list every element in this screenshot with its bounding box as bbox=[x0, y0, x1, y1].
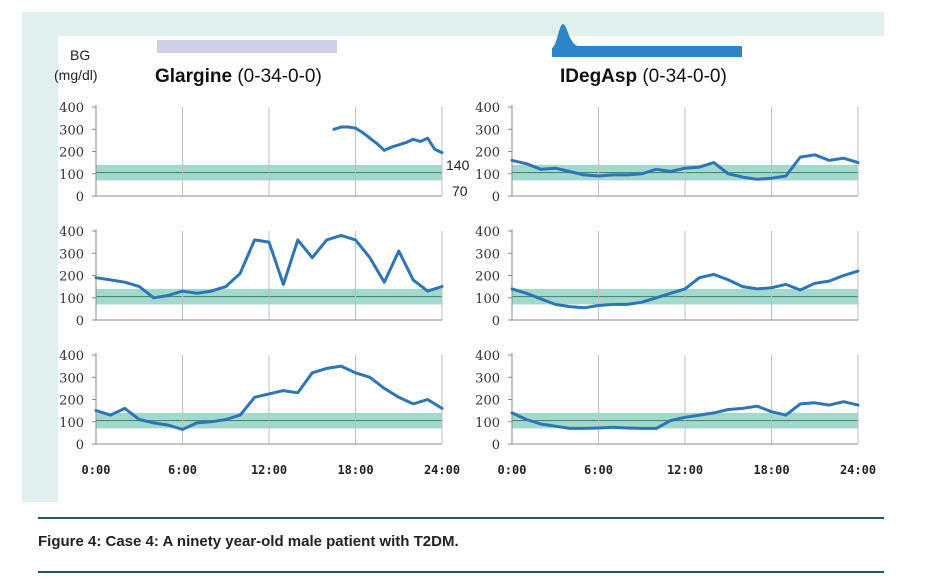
bg-series-line bbox=[510, 153, 860, 181]
charts-group: 0100200300400010020030040001002003004000… bbox=[59, 101, 860, 453]
y-tick-label: 200 bbox=[475, 146, 500, 161]
y-tick-label: 0 bbox=[76, 438, 84, 453]
y-tick-label: 300 bbox=[59, 371, 84, 386]
left-title: Glargine (0-34-0-0) bbox=[155, 66, 322, 87]
y-tick-label: 100 bbox=[475, 168, 500, 183]
y-tick-label: 400 bbox=[59, 225, 84, 240]
y-tick-label: 200 bbox=[475, 270, 500, 285]
target-high-label: 140 bbox=[446, 157, 470, 173]
y-tick-label: 200 bbox=[59, 146, 84, 161]
x-tick-label-right: 6:00 bbox=[584, 463, 613, 477]
y-tick-label: 300 bbox=[59, 123, 84, 138]
right-title-rest: (0-34-0-0) bbox=[637, 66, 727, 87]
glargine-insulin-bar bbox=[157, 40, 337, 53]
y-tick-label: 200 bbox=[475, 394, 500, 409]
y-tick-label: 100 bbox=[59, 168, 84, 183]
bottom-rule bbox=[38, 571, 884, 573]
right-title: IDegAsp (0-34-0-0) bbox=[560, 66, 727, 87]
bg-series-line bbox=[510, 269, 860, 310]
left-title-rest: (0-34-0-0) bbox=[232, 66, 322, 87]
x-tick-label-right: 24:00 bbox=[840, 463, 876, 477]
left-title-bold: Glargine bbox=[155, 66, 232, 87]
y-tick-label: 300 bbox=[59, 247, 84, 262]
bg-series-line bbox=[510, 400, 860, 430]
x-tick-label-left: 24:00 bbox=[424, 463, 460, 477]
right-title-bold: IDegAsp bbox=[560, 66, 637, 87]
bg-label-line1: BG bbox=[70, 47, 90, 63]
bg-label-line2: (mg/dl) bbox=[54, 67, 98, 83]
chart-left-row2: 0 100 200 300 400 bbox=[59, 225, 444, 329]
y-tick-label: 0 bbox=[492, 314, 500, 329]
y-tick-label: 100 bbox=[59, 292, 84, 307]
bg-series-line bbox=[94, 364, 444, 431]
y-tick-label: 0 bbox=[76, 190, 84, 205]
y-tick-label: 400 bbox=[59, 349, 84, 364]
chart-right-row3: 0 100 200 300 400 bbox=[475, 349, 860, 453]
x-tick-label-right: 12:00 bbox=[667, 463, 703, 477]
bg-series-line bbox=[94, 233, 444, 300]
y-tick-label: 100 bbox=[475, 292, 500, 307]
bg-series-line bbox=[332, 125, 444, 155]
y-tick-label: 0 bbox=[492, 438, 500, 453]
y-tick-label: 0 bbox=[492, 190, 500, 205]
y-tick-label: 300 bbox=[475, 123, 500, 138]
y-tick-label: 200 bbox=[59, 394, 84, 409]
x-tick-label-left: 18:00 bbox=[337, 463, 373, 477]
x-tick-label-left: 12:00 bbox=[251, 463, 287, 477]
chart-right-row1: 0 100 200 300 400 bbox=[475, 101, 860, 205]
y-tick-label: 200 bbox=[59, 270, 84, 285]
target-low-label: 70 bbox=[452, 183, 468, 199]
chart-left-row1: 0 100 200 300 400 bbox=[59, 101, 444, 205]
y-tick-label: 400 bbox=[59, 101, 84, 116]
x-tick-labels: 0:00 6:00 12:00 18:00 24:00 0:00 6:00 12:00 18:0… bbox=[82, 463, 877, 477]
y-tick-label: 400 bbox=[475, 225, 500, 240]
top-rule bbox=[38, 517, 884, 519]
x-tick-label-left: 6:00 bbox=[168, 463, 197, 477]
y-tick-label: 400 bbox=[475, 101, 500, 116]
y-tick-label: 300 bbox=[475, 247, 500, 262]
y-tick-label: 0 bbox=[76, 314, 84, 329]
idegasp-insulin-profile bbox=[552, 24, 742, 57]
chart-left-row3: 0 100 200 300 400 bbox=[59, 349, 444, 453]
y-tick-label: 100 bbox=[59, 416, 84, 431]
y-tick-label: 300 bbox=[475, 371, 500, 386]
y-tick-label: 400 bbox=[475, 349, 500, 364]
x-tick-label-left: 0:00 bbox=[82, 463, 111, 477]
y-tick-label: 100 bbox=[475, 416, 500, 431]
x-tick-label-right: 0:00 bbox=[498, 463, 527, 477]
x-tick-label-right: 18:00 bbox=[753, 463, 789, 477]
figure-caption: Figure 4: Case 4: A ninety year-old male… bbox=[38, 533, 459, 550]
chart-right-row2: 0 100 200 300 400 bbox=[475, 225, 860, 329]
